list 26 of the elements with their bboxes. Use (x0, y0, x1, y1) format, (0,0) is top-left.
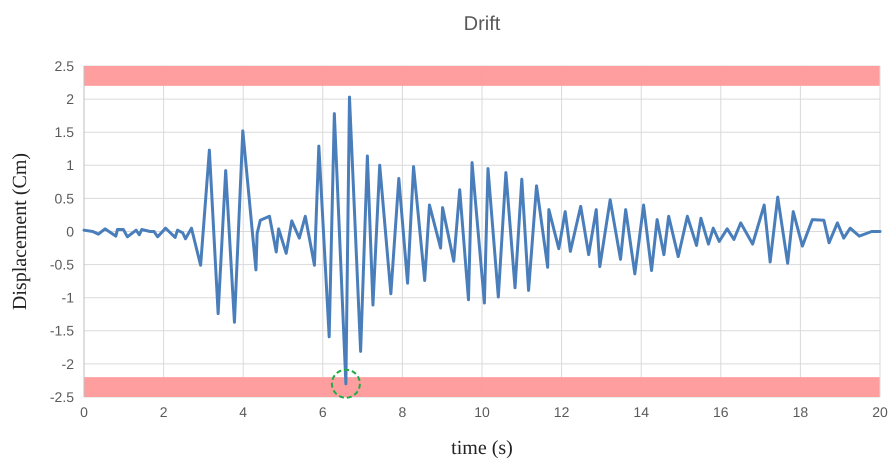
y-tick-label: 0 (66, 223, 74, 240)
y-tick-label: -1 (62, 290, 74, 306)
x-tick-label: 20 (872, 404, 888, 420)
x-tick-label: 6 (318, 404, 327, 420)
x-tick-label: 4 (239, 404, 248, 420)
x-tick-label: 0 (80, 404, 88, 420)
y-tick-label: 1 (66, 157, 74, 174)
x-tick-label: 12 (554, 404, 570, 420)
y-tick-label: -2.5 (50, 388, 74, 405)
y-tick-label: 0.5 (54, 190, 74, 206)
chart-title: Drift (464, 13, 501, 35)
x-tick-label: 18 (792, 404, 808, 420)
x-tick-label: 2 (160, 404, 168, 420)
x-tick-label: 16 (713, 404, 729, 420)
y-tick-label: -1.5 (50, 322, 74, 339)
y-tick-label: -2 (62, 356, 74, 372)
y-tick-label: -0.5 (50, 256, 74, 272)
y-tick-label: 2 (66, 91, 74, 107)
y-tick-label: 2.5 (54, 58, 74, 74)
x-tick-label: 8 (398, 404, 406, 420)
x-tick-label: 10 (474, 404, 490, 420)
line-series (82, 96, 882, 386)
y-axis-title: Displacement (Cm) (9, 152, 31, 310)
x-tick-label: 14 (633, 404, 650, 420)
x-axis-title: time (s) (451, 437, 513, 459)
y-tick-label: 1.5 (54, 124, 74, 140)
